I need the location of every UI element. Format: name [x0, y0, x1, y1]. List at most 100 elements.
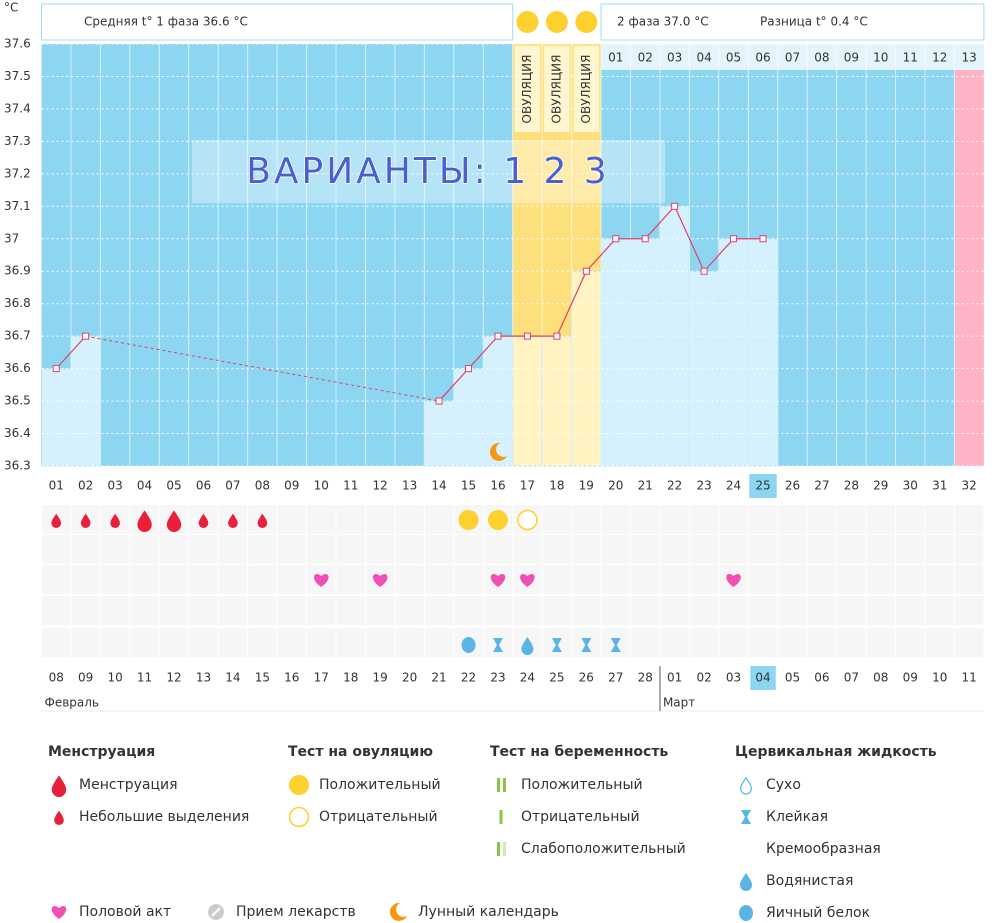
x-tick-label: 03: [107, 479, 122, 493]
temp-bar: [688, 270, 720, 467]
icon-drop-small: [228, 513, 238, 528]
row-cell: [660, 628, 689, 657]
row-cell: [896, 535, 925, 564]
row-cell: [395, 628, 424, 657]
icon-heart: [314, 574, 329, 587]
row-cell: [336, 565, 365, 594]
icon-preg-2: [497, 842, 506, 856]
temp-line: [55, 205, 764, 402]
bar: [499, 810, 503, 824]
phase2-top: [895, 44, 925, 70]
dot: [289, 775, 309, 795]
phase2-top: [925, 44, 955, 70]
ovulation-label-bg: [544, 46, 570, 132]
date-label: 28: [638, 671, 653, 685]
row-cell: [100, 565, 130, 594]
column-bg: [777, 70, 808, 466]
row-cell: [159, 628, 189, 657]
row-cell: [631, 505, 660, 534]
date-label: 03: [726, 671, 741, 685]
row-cell: [601, 565, 630, 594]
y-tick-label: 37.1: [4, 199, 31, 213]
phase2-top: [718, 44, 749, 70]
temp-bar: [659, 205, 690, 467]
heart: [490, 574, 506, 587]
row-cell: [866, 535, 896, 564]
row-cell: [395, 535, 424, 564]
y-tick-label: 36.3: [4, 459, 31, 473]
drop: [137, 510, 152, 532]
row-cell: [307, 505, 336, 534]
row-cell: [189, 628, 218, 657]
date-label: 19: [373, 671, 388, 685]
row-cell: [954, 535, 984, 564]
row-cell: [778, 628, 807, 657]
month-label: Февраль: [45, 696, 100, 710]
row-cell: [572, 535, 601, 564]
row-cell: [837, 628, 866, 657]
heart: [372, 574, 388, 587]
row-cell: [572, 596, 601, 625]
x-tick-label: 06: [196, 479, 211, 493]
row-cell: [925, 628, 954, 657]
date-label: 06: [814, 671, 829, 685]
legend-label: Отрицательный: [319, 809, 438, 825]
x-tick-label: 12: [373, 479, 388, 493]
row-cell: [277, 596, 307, 625]
watermark-box: [192, 140, 665, 203]
row-cell: [925, 565, 954, 594]
drop: [110, 513, 120, 528]
date-label: 20: [402, 671, 417, 685]
phase2-day-label: 11: [903, 51, 918, 65]
row-cell: [277, 565, 307, 594]
legend-label: Лунный календарь: [418, 904, 559, 920]
icon-cerv-1: [610, 638, 621, 652]
y-tick-label: 37.2: [4, 166, 31, 180]
row-cell: [689, 565, 719, 594]
row-cell: [837, 505, 866, 534]
column-bg: [836, 70, 867, 466]
row-cell: [896, 596, 925, 625]
row-cell: [542, 565, 572, 594]
bar: [497, 778, 500, 792]
x-tick-label: 21: [638, 479, 653, 493]
row-cell: [689, 535, 719, 564]
row-cell: [71, 628, 100, 657]
row-cell: [424, 505, 454, 534]
temp-bar: [423, 400, 455, 467]
row-cell: [631, 565, 660, 594]
x-tick-label: 29: [873, 479, 888, 493]
row-cell: [748, 628, 778, 657]
drop: [54, 810, 64, 825]
row-cell: [660, 535, 689, 564]
x-tick-label: 11: [343, 479, 358, 493]
icon-drop-large: [137, 510, 152, 532]
temp-bar: [70, 335, 101, 467]
heart: [314, 574, 329, 587]
x-tick-label: 16: [490, 479, 505, 493]
row-cell: [778, 535, 807, 564]
y-tick-label: 36.6: [4, 361, 31, 375]
row-cell: [719, 628, 748, 657]
row-cell: [218, 535, 248, 564]
row-cell: [454, 535, 483, 564]
date-label: 10: [107, 671, 122, 685]
legend-label: Яичный белок: [766, 905, 870, 921]
row-cell: [365, 505, 395, 534]
date-label: 11: [137, 671, 152, 685]
x-tick-label: 24: [726, 479, 741, 493]
ovulation-label-bg: [573, 46, 600, 132]
row-cell: [513, 535, 542, 564]
row-cell: [660, 596, 689, 625]
row-cell: [424, 565, 454, 594]
y-tick-label: 37.6: [4, 37, 31, 51]
date-label: 09: [903, 671, 918, 685]
legend-label: Половой акт: [79, 904, 171, 920]
hourglass: [492, 638, 503, 652]
drop: [198, 513, 209, 528]
date-label: 15: [255, 671, 270, 685]
temp-marker: [759, 235, 767, 243]
row-cell: [336, 596, 365, 625]
row-cell: [601, 505, 630, 534]
legend-title: Менструация: [48, 744, 155, 760]
